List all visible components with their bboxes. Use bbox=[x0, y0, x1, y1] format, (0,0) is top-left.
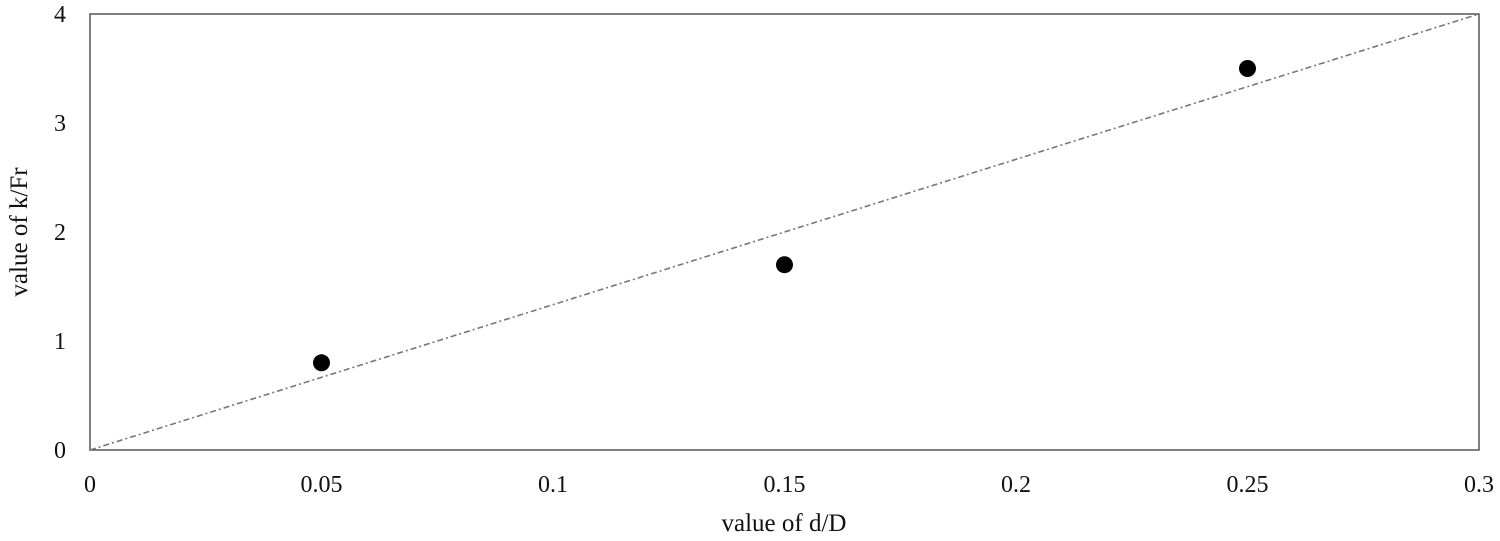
y-tick-label: 2 bbox=[54, 220, 66, 246]
x-tick-label: 0.3 bbox=[1464, 472, 1494, 498]
x-axis-title: value of d/D bbox=[722, 510, 847, 537]
y-axis-title: value of k/Fr bbox=[6, 167, 33, 297]
x-axis-tick-labels: 0 0.05 0.1 0.15 0.2 0.25 0.3 bbox=[84, 472, 1494, 498]
y-axis-tick-labels: 0 1 2 3 4 bbox=[54, 2, 66, 464]
x-tick-label: 0.15 bbox=[764, 472, 806, 498]
y-tick-label: 0 bbox=[54, 438, 66, 464]
trendline bbox=[89, 13, 1480, 451]
x-tick-label: 0.25 bbox=[1227, 472, 1269, 498]
trendline-group bbox=[89, 13, 1480, 451]
data-point bbox=[1239, 60, 1256, 77]
y-tick-label: 3 bbox=[54, 111, 66, 137]
x-tick-label: 0.05 bbox=[301, 472, 343, 498]
x-tick-label: 0.1 bbox=[538, 472, 568, 498]
data-point bbox=[313, 354, 330, 372]
x-tick-label: 0 bbox=[84, 472, 96, 498]
data-point bbox=[776, 256, 793, 274]
data-points-group bbox=[313, 60, 1256, 372]
x-tick-label: 0.2 bbox=[1001, 472, 1031, 498]
plot-area-frame bbox=[89, 13, 1480, 451]
y-tick-label: 4 bbox=[54, 2, 66, 28]
y-tick-label: 1 bbox=[54, 329, 66, 355]
